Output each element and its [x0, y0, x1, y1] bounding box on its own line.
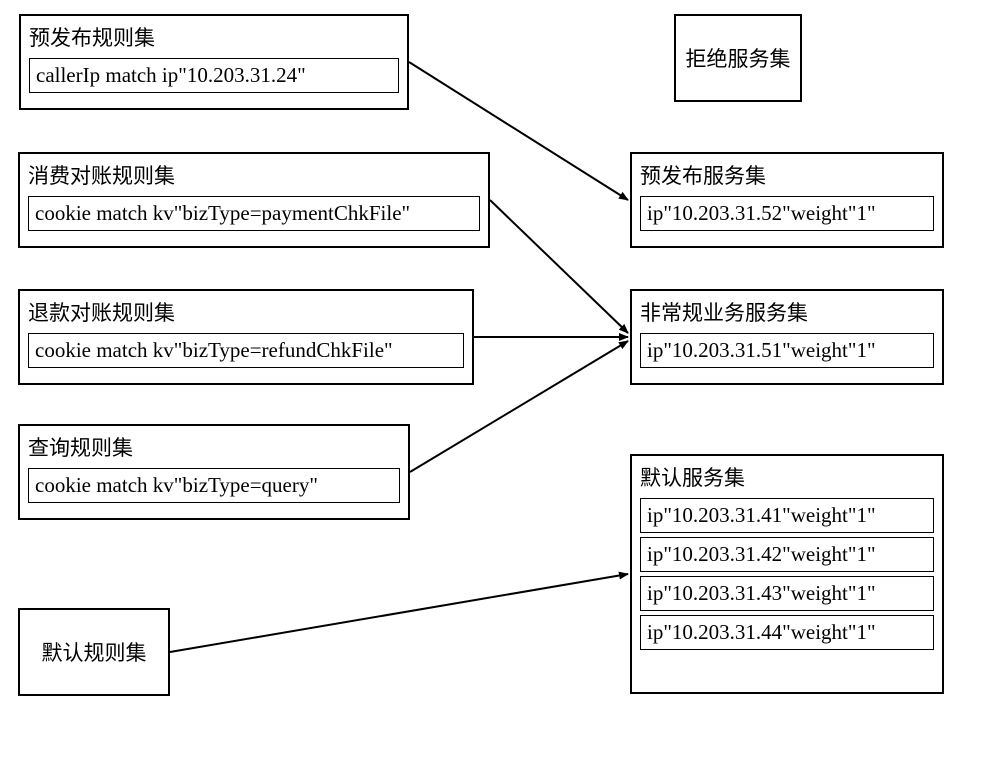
irregular-serviceset-entry: ip"10.203.31.51"weight"1"	[640, 333, 934, 368]
consume-ruleset-rule: cookie match kv"bizType=paymentChkFile"	[28, 196, 480, 231]
refund-ruleset-rule: cookie match kv"bizType=refundChkFile"	[28, 333, 464, 368]
consume-ruleset-title: 消费对账规则集	[28, 160, 480, 190]
prerelease-serviceset-box: 预发布服务集 ip"10.203.31.52"weight"1"	[630, 152, 944, 248]
default-serviceset-entry: ip"10.203.31.42"weight"1"	[640, 537, 934, 572]
reject-serviceset-title: 拒绝服务集	[686, 43, 791, 73]
prerelease-ruleset-box: 预发布规则集 callerIp match ip"10.203.31.24"	[19, 14, 409, 110]
reject-serviceset-box: 拒绝服务集	[674, 14, 802, 102]
default-serviceset-title: 默认服务集	[640, 462, 934, 492]
consume-ruleset-box: 消费对账规则集 cookie match kv"bizType=paymentC…	[18, 152, 490, 248]
irregular-serviceset-box: 非常规业务服务集 ip"10.203.31.51"weight"1"	[630, 289, 944, 385]
default-serviceset-entry: ip"10.203.31.44"weight"1"	[640, 615, 934, 650]
prerelease-serviceset-entry: ip"10.203.31.52"weight"1"	[640, 196, 934, 231]
query-ruleset-title: 查询规则集	[28, 432, 400, 462]
refund-ruleset-box: 退款对账规则集 cookie match kv"bizType=refundCh…	[18, 289, 474, 385]
query-ruleset-rule: cookie match kv"bizType=query"	[28, 468, 400, 503]
refund-ruleset-title: 退款对账规则集	[28, 297, 464, 327]
query-ruleset-box: 查询规则集 cookie match kv"bizType=query"	[18, 424, 410, 520]
prerelease-ruleset-title: 预发布规则集	[29, 22, 399, 52]
prerelease-ruleset-rule: callerIp match ip"10.203.31.24"	[29, 58, 399, 93]
prerelease-serviceset-title: 预发布服务集	[640, 160, 934, 190]
default-serviceset-box: 默认服务集 ip"10.203.31.41"weight"1" ip"10.20…	[630, 454, 944, 694]
default-serviceset-entry: ip"10.203.31.43"weight"1"	[640, 576, 934, 611]
default-serviceset-entry: ip"10.203.31.41"weight"1"	[640, 498, 934, 533]
default-ruleset-box: 默认规则集	[18, 608, 170, 696]
default-ruleset-title: 默认规则集	[42, 637, 147, 667]
irregular-serviceset-title: 非常规业务服务集	[640, 297, 934, 327]
